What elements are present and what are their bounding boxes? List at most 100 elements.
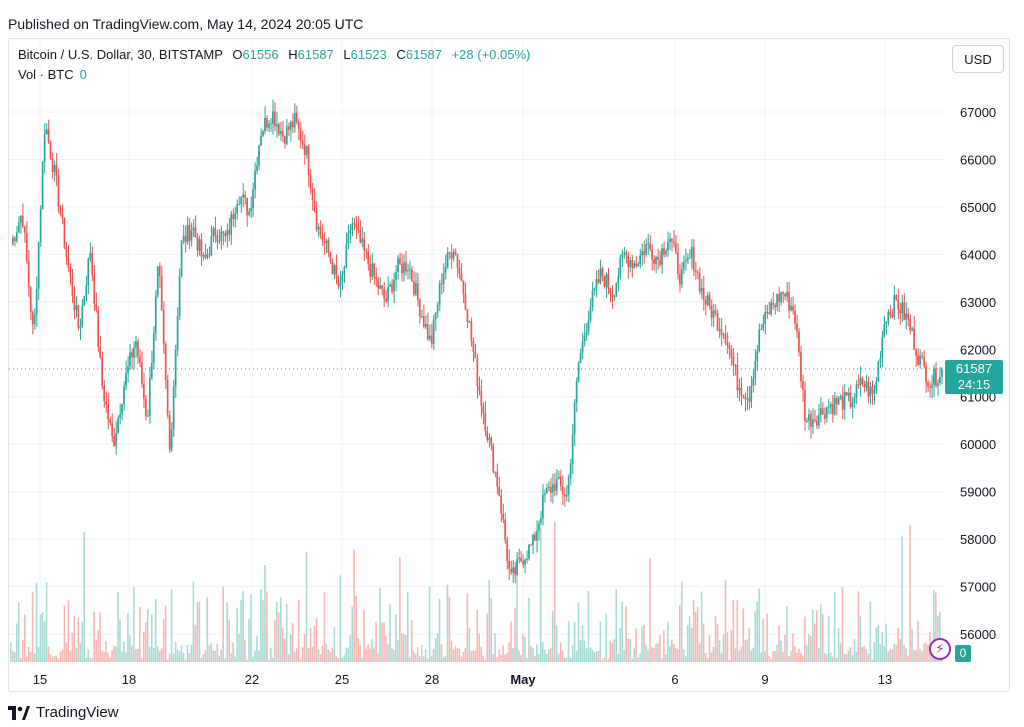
- volume-label[interactable]: Vol · BTC: [18, 67, 74, 82]
- candle-body: [75, 305, 78, 310]
- lightning-icon[interactable]: ⚡: [929, 638, 951, 660]
- candle-body: [530, 544, 532, 546]
- volume-bar: [337, 658, 340, 662]
- volume-bar: [407, 592, 409, 662]
- candle-body: [69, 267, 72, 277]
- candle-body: [514, 567, 516, 575]
- volume-bar: [399, 557, 401, 662]
- candle-body: [365, 250, 368, 252]
- volume-bar: [798, 648, 800, 662]
- candle-body: [323, 241, 326, 243]
- candle-body: [502, 513, 504, 520]
- candle-body: [83, 295, 86, 306]
- candle-body: [522, 561, 524, 565]
- volume-bar: [625, 606, 627, 662]
- volume-bar: [13, 652, 16, 662]
- candle-body: [343, 266, 346, 275]
- volume-bar: [639, 653, 641, 662]
- currency-button[interactable]: USD: [952, 45, 1004, 73]
- candle-body: [238, 204, 240, 206]
- candle-body: [885, 322, 888, 325]
- volume-bar: [458, 648, 461, 662]
- candle-body: [482, 405, 485, 413]
- candle-body: [905, 313, 907, 320]
- symbol-title[interactable]: Bitcoin / U.S. Dollar, 30, BITSTAMP: [18, 47, 223, 62]
- volume-bar: [764, 650, 766, 662]
- volume-bar: [152, 647, 155, 662]
- candle-body: [766, 312, 769, 314]
- candle-body: [557, 476, 560, 480]
- candle-body: [732, 356, 735, 365]
- candle-body: [490, 437, 493, 446]
- tradingview-logo-text: TradingView: [36, 704, 119, 721]
- volume-bar: [863, 646, 866, 662]
- volume-bar: [754, 611, 756, 662]
- candle-body: [367, 251, 370, 265]
- candle-body: [399, 258, 401, 265]
- volume-bar: [440, 644, 443, 662]
- volume-bar: [790, 650, 792, 662]
- candle-body: [337, 276, 340, 287]
- volume-bar: [146, 608, 149, 662]
- volume-bar: [252, 656, 254, 662]
- candle-body: [673, 241, 675, 244]
- volume-bar: [131, 645, 133, 662]
- volume-bar: [420, 644, 423, 662]
- candle-body: [478, 386, 481, 392]
- candle-body: [63, 218, 66, 248]
- volume-bar: [341, 657, 344, 662]
- volume-bar: [424, 648, 427, 662]
- candle-body: [99, 346, 102, 358]
- candle-body: [528, 544, 530, 559]
- volume-bar: [127, 613, 129, 662]
- candle-body: [819, 408, 822, 416]
- y-tick-label: 65000: [960, 200, 996, 215]
- volume-bar: [434, 638, 437, 662]
- candle-body: [111, 423, 113, 437]
- candle-body: [867, 381, 870, 397]
- candle-body: [389, 284, 391, 287]
- volume-bar: [208, 645, 211, 662]
- volume-bar: [631, 658, 633, 662]
- candle-body: [841, 396, 844, 410]
- volume-bar: [522, 634, 524, 662]
- volume-bar: [244, 640, 246, 662]
- candle-body: [339, 282, 342, 287]
- candle-body: [591, 290, 594, 308]
- volume-bar: [248, 619, 250, 662]
- candle-body: [61, 214, 64, 219]
- volume-bar: [583, 640, 586, 662]
- volume-bar: [865, 648, 868, 662]
- candle-body: [115, 433, 117, 446]
- volume-bar: [784, 634, 786, 662]
- candle-body: [931, 384, 933, 388]
- volume-bar: [621, 601, 623, 662]
- volume-bar: [629, 638, 631, 662]
- candle-body: [162, 309, 165, 345]
- candle-body: [686, 258, 689, 261]
- candle-body: [813, 419, 816, 421]
- candle-body: [379, 285, 381, 289]
- candle-body: [919, 355, 921, 365]
- candle-body: [212, 228, 215, 237]
- volume-bar: [893, 643, 895, 662]
- candle-body: [387, 286, 389, 302]
- chart-frame[interactable]: [8, 38, 1010, 692]
- candle-body: [329, 253, 332, 262]
- volume-bar: [470, 651, 473, 662]
- volume-bar: [532, 647, 534, 662]
- candle-body: [726, 342, 729, 346]
- candle-body: [351, 223, 354, 231]
- candle-body: [881, 336, 884, 359]
- volume-bar: [653, 647, 655, 662]
- volume-bar: [557, 653, 560, 662]
- volume-bar: [125, 652, 127, 662]
- candle-body: [129, 352, 131, 367]
- volume-bar: [917, 620, 919, 662]
- volume-bar: [823, 653, 826, 662]
- candle-body: [103, 385, 105, 402]
- y-tick-label: 63000: [960, 295, 996, 310]
- volume-bar: [373, 648, 375, 662]
- candle-body: [903, 302, 905, 320]
